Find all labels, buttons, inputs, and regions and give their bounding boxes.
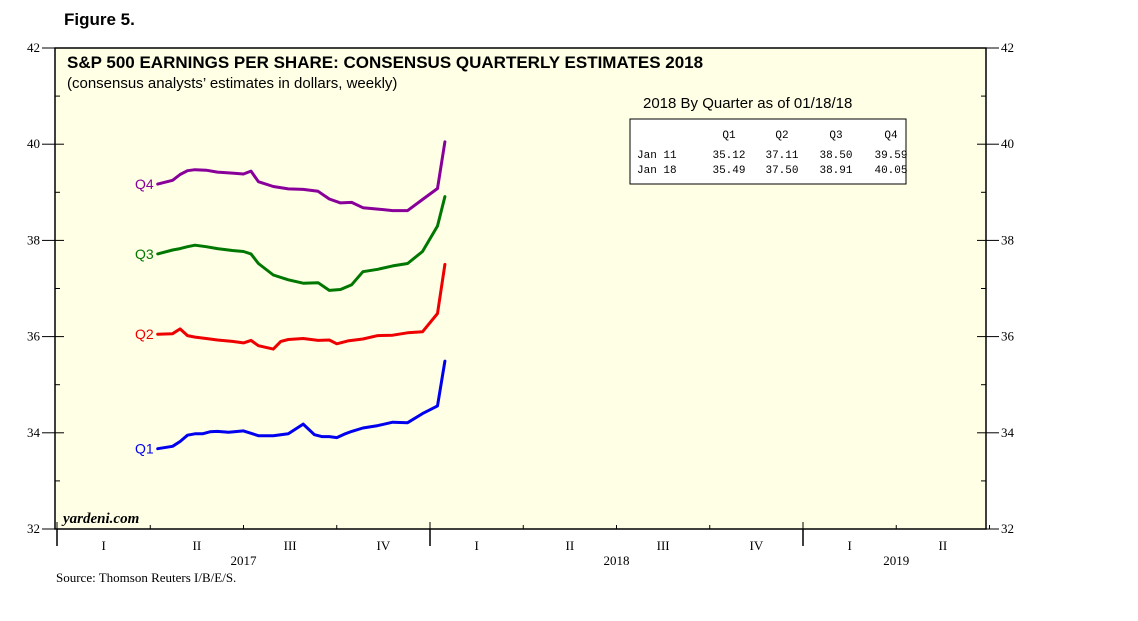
quarter-label: IV	[750, 538, 764, 553]
y-tick-label-left: 36	[27, 329, 41, 344]
quarter-table-heading: 2018 By Quarter as of 01/18/18	[643, 95, 852, 112]
year-label: 2017	[231, 553, 258, 568]
quarter-label: III	[284, 538, 297, 553]
y-tick-label-right: 34	[1001, 425, 1015, 440]
table-cell: 38.91	[819, 165, 852, 177]
y-tick-label-left: 38	[27, 232, 40, 247]
figure-label: Figure 5.	[64, 10, 135, 29]
table-row-date: Jan 11	[637, 150, 677, 162]
quarter-table: 2018 By Quarter as of 01/18/18 Q1 Q2 Q3 Q4 J…	[629, 95, 908, 185]
table-cell: 37.50	[765, 165, 798, 177]
source-note: Source: Thomson Reuters I/B/E/S.	[56, 570, 237, 585]
table-cell: 37.11	[765, 150, 798, 162]
table-col-header: Q1	[722, 130, 736, 142]
quarter-label: I	[474, 538, 478, 553]
table-col-header: Q4	[884, 130, 898, 142]
table-cell: 38.50	[819, 150, 852, 162]
series-label-q2: Q2	[135, 326, 154, 342]
series-line-q1	[156, 359, 447, 451]
y-tick-label-left: 34	[27, 425, 41, 440]
year-label: 2018	[604, 553, 630, 568]
series-layer: Q1 Q2 Q3 Q4	[135, 140, 447, 457]
quarter-label: II	[566, 538, 575, 553]
series-label-q1: Q1	[135, 441, 154, 457]
quarter-table-box	[629, 118, 907, 185]
quarter-label: I	[101, 538, 105, 553]
brand-watermark: yardeni.com	[61, 511, 139, 527]
table-row-date: Jan 18	[637, 165, 677, 177]
chart-subtitle: (consensus analysts’ estimates in dollar…	[67, 75, 397, 92]
table-col-header: Q3	[829, 130, 842, 142]
quarter-label: III	[657, 538, 670, 553]
y-tick-label-left: 42	[27, 40, 40, 55]
y-tick-label-right: 40	[1001, 136, 1014, 151]
y-tick-label-right: 42	[1001, 40, 1014, 55]
series-line-q2	[156, 262, 447, 351]
series-line-q4	[156, 140, 447, 213]
table-cell: 39.59	[874, 150, 907, 162]
series-label-q4: Q4	[135, 176, 154, 192]
series-line-q3	[156, 195, 447, 292]
series-label-q3: Q3	[135, 246, 154, 262]
quarter-label: II	[939, 538, 948, 553]
y-tick-label-right: 32	[1001, 521, 1014, 536]
quarter-label: IV	[377, 538, 391, 553]
y-tick-label-left: 40	[27, 136, 40, 151]
quarter-label: II	[193, 538, 202, 553]
y-tick-label-left: 32	[27, 521, 40, 536]
quarter-label: I	[847, 538, 851, 553]
table-cell: 35.49	[712, 165, 745, 177]
year-label: 2019	[883, 553, 909, 568]
chart-title: S&P 500 EARNINGS PER SHARE: CONSENSUS QU…	[67, 53, 703, 72]
y-tick-label-right: 36	[1001, 329, 1015, 344]
y-tick-label-right: 38	[1001, 232, 1014, 247]
table-cell: 40.05	[874, 165, 907, 177]
table-col-header: Q2	[775, 130, 788, 142]
table-cell: 35.12	[712, 150, 745, 162]
